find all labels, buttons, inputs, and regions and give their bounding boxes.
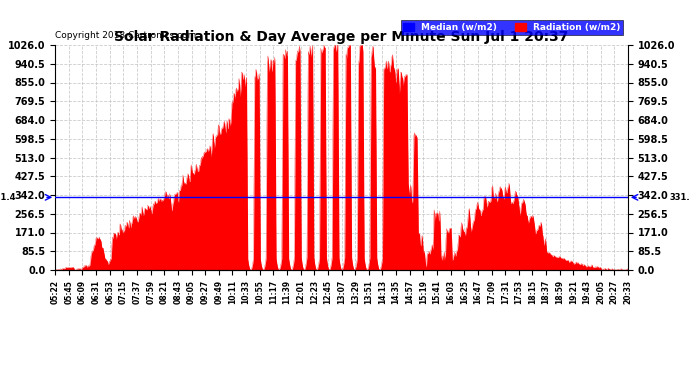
Text: Copyright 2018 Cartronics.com: Copyright 2018 Cartronics.com (55, 32, 197, 40)
Legend: Median (w/m2), Radiation (w/m2): Median (w/m2), Radiation (w/m2) (401, 20, 623, 34)
Title: Solar Radiation & Day Average per Minute Sun Jul 1 20:37: Solar Radiation & Day Average per Minute… (115, 30, 569, 44)
Text: 331.4: 331.4 (669, 193, 690, 202)
Text: 331.4: 331.4 (0, 193, 17, 202)
